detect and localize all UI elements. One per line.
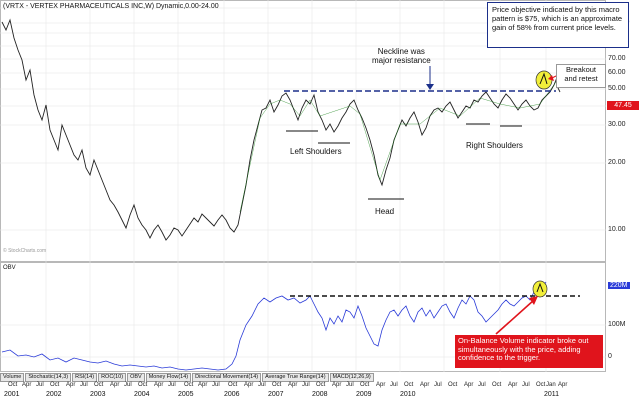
price-series (1, 18, 561, 241)
price-tick: 50.00 (608, 85, 626, 92)
breakout-note-line2: and retest (564, 74, 598, 83)
tab-macd[interactable]: MACD(12,26,9) (329, 373, 374, 382)
month-tick: Apr (110, 382, 120, 388)
month-tick: Apr (420, 382, 430, 388)
month-tick: Oct (94, 382, 104, 388)
obv-panel-label: OBV (3, 265, 16, 271)
month-tick: Oct (316, 382, 326, 388)
month-tick: Jul (478, 382, 486, 388)
month-tick: Apr (558, 382, 568, 388)
neckline-note: Neckline was major resistance (372, 47, 431, 65)
obv-tick: 220M (608, 282, 630, 289)
year-tick: 2001 (4, 391, 20, 398)
copyright: © StockCharts.com (3, 248, 47, 254)
price-tick: 20.00 (608, 159, 626, 166)
obv-breakout-highlight (532, 280, 548, 298)
month-tick: Apr (332, 382, 342, 388)
month-tick: Apr (154, 382, 164, 388)
price-objective-note: Price objective indicated by this macro … (487, 2, 629, 48)
month-tick: Apr (22, 382, 32, 388)
month-tick: Oct (448, 382, 458, 388)
month-tick: Oct (360, 382, 370, 388)
tab-rsi[interactable]: RSI(14) (72, 373, 98, 382)
tab-directional-movement[interactable]: Directional Movement(14) (192, 373, 262, 382)
month-tick: Apr (244, 382, 254, 388)
year-tick: 2003 (90, 391, 106, 398)
price-tick: 30.00 (608, 121, 626, 128)
month-tick: Oct (50, 382, 60, 388)
obv-series (1, 281, 547, 371)
month-tick: Jul (346, 382, 354, 388)
neckline-note-line1: Neckline was (377, 47, 425, 56)
year-tick: 2008 (312, 391, 328, 398)
tab-average-true-range[interactable]: Average True Range(14) (262, 373, 329, 382)
month-tick: Jul (36, 382, 44, 388)
indicator-tabs: Volume Stochastic(14,3) RSI(14) ROC(10) OBV M… (0, 373, 606, 382)
month-tick: Jul (522, 382, 530, 388)
month-tick: Oct (272, 382, 282, 388)
right-shoulders-label: Right Shoulders (466, 141, 523, 150)
month-tick: Jul (212, 382, 220, 388)
month-tick: Jan (546, 382, 556, 388)
year-tick: 2009 (356, 391, 372, 398)
obv-axis: 220M 100M 0 (606, 262, 640, 372)
tab-money-flow[interactable]: Money Flow(14) (145, 373, 192, 382)
month-tick: Oct (8, 382, 18, 388)
current-price-badge: 47.45 (607, 101, 639, 110)
neckline-note-line2: major resistance (372, 56, 431, 65)
year-tick: 2002 (46, 391, 62, 398)
month-tick: Apr (198, 382, 208, 388)
head-label: Head (375, 207, 395, 216)
tab-obv[interactable]: OBV (127, 373, 145, 382)
price-tick: 60.00 (608, 69, 626, 76)
year-tick: 2011 (544, 391, 560, 398)
month-tick: Apr (66, 382, 76, 388)
left-shoulders-label: Left Shoulders (290, 147, 342, 156)
year-tick: 2010 (400, 391, 416, 398)
month-tick: Oct (404, 382, 414, 388)
obv-tick: 0 (608, 353, 612, 360)
year-tick: 2006 (224, 391, 240, 398)
year-tick: 2007 (268, 391, 284, 398)
x-axis: Oct Apr Jul Oct Apr Jul Oct Apr Jul Oct … (0, 382, 606, 401)
month-tick: Jul (258, 382, 266, 388)
tab-roc[interactable]: ROC(10) (98, 373, 127, 382)
chart-title: (VRTX - VERTEX PHARMACEUTICALS INC,W) Dy… (3, 3, 219, 10)
breakout-note: Breakout and retest (556, 64, 606, 88)
breakout-note-line1: Breakout (565, 65, 597, 74)
month-tick: Jul (302, 382, 310, 388)
month-tick: Apr (376, 382, 386, 388)
month-tick: Jul (80, 382, 88, 388)
month-tick: Oct (492, 382, 502, 388)
month-tick: Oct (138, 382, 148, 388)
month-tick: Jul (434, 382, 442, 388)
month-tick: Jul (390, 382, 398, 388)
month-tick: Apr (508, 382, 518, 388)
tab-volume[interactable]: Volume (0, 373, 25, 382)
obv-note: On-Balance Volume indicator broke out si… (455, 335, 603, 368)
month-tick: Apr (288, 382, 298, 388)
year-tick: 2005 (178, 391, 194, 398)
tab-stochastic[interactable]: Stochastic(14,3) (25, 373, 72, 382)
month-tick: Oct (536, 382, 546, 388)
month-tick: Jul (168, 382, 176, 388)
price-tick: 10.00 (608, 226, 626, 233)
month-tick: Jul (124, 382, 132, 388)
month-tick: Apr (464, 382, 474, 388)
year-tick: 2004 (134, 391, 150, 398)
price-tick: 70.00 (608, 55, 626, 62)
month-tick: Oct (184, 382, 194, 388)
obv-tick: 100M (608, 321, 626, 328)
month-tick: Oct (228, 382, 238, 388)
